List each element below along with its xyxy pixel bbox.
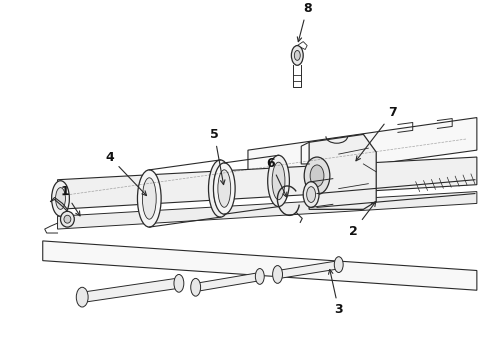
Ellipse shape [55,188,66,209]
Ellipse shape [214,163,235,214]
Ellipse shape [214,168,227,209]
Ellipse shape [64,215,71,223]
Ellipse shape [76,287,88,307]
Ellipse shape [272,162,285,200]
Ellipse shape [292,46,303,65]
Text: 8: 8 [297,1,312,42]
Ellipse shape [268,155,290,207]
Polygon shape [43,241,477,290]
Text: 4: 4 [105,150,147,195]
Polygon shape [57,192,477,229]
Polygon shape [196,273,262,291]
Ellipse shape [255,269,264,284]
Ellipse shape [303,182,319,207]
Text: 6: 6 [267,157,287,197]
Polygon shape [82,278,179,302]
Ellipse shape [307,186,316,202]
Text: 2: 2 [349,202,376,238]
Polygon shape [57,157,477,209]
Ellipse shape [304,157,330,194]
Ellipse shape [272,266,283,283]
Text: 3: 3 [328,270,343,316]
Polygon shape [248,118,477,182]
Ellipse shape [143,178,156,219]
Polygon shape [277,261,341,278]
Ellipse shape [51,181,70,216]
Ellipse shape [294,50,300,60]
Text: 1: 1 [60,185,80,216]
Ellipse shape [334,257,343,273]
Ellipse shape [138,170,161,227]
Text: 5: 5 [210,128,225,185]
Polygon shape [309,134,376,209]
Ellipse shape [60,211,74,227]
Ellipse shape [174,274,184,292]
Ellipse shape [218,170,231,207]
Text: 7: 7 [356,106,397,161]
Ellipse shape [191,278,200,296]
Ellipse shape [310,165,324,186]
Ellipse shape [208,160,232,217]
